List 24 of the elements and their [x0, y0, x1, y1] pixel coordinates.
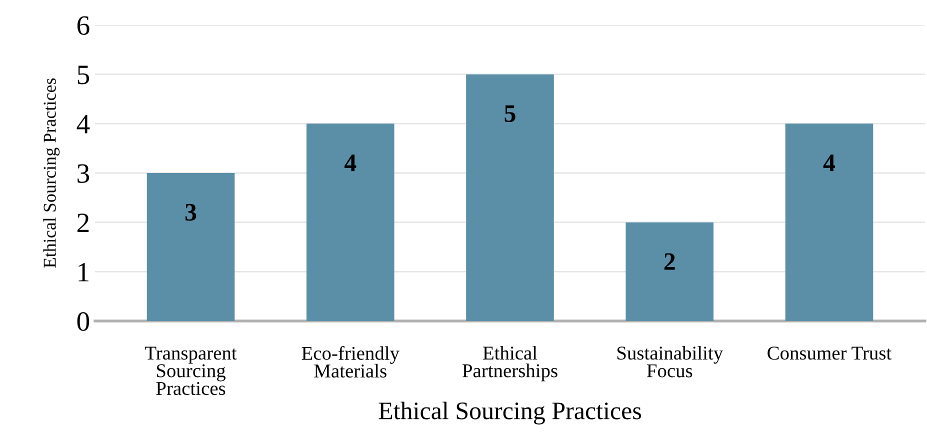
y-tick-label: 6: [77, 16, 90, 35]
y-tick-label: 4: [76, 115, 90, 134]
x-tick-label: Sustainability Focus: [617, 346, 724, 378]
data-label: 3: [185, 204, 196, 221]
bar: [466, 74, 554, 321]
x-tick-label: Consumer Trust: [768, 346, 892, 360]
y-tick-label: 3: [78, 164, 90, 183]
data-label: 5: [504, 105, 516, 122]
y-axis-title: Ethical Sourcing Practices: [43, 78, 60, 268]
x-tick-label: Transparent Sourcing Practices: [145, 346, 237, 396]
data-label: 4: [823, 154, 836, 172]
y-tick-label: 0: [77, 312, 90, 331]
y-tick-label: 5: [78, 66, 90, 84]
bar: [146, 173, 235, 321]
data-label: 4: [344, 154, 356, 172]
data-label: 2: [664, 253, 675, 270]
x-tick-label: Eco-friendly Materials: [302, 346, 400, 378]
bar: [306, 124, 394, 321]
bar: [785, 124, 874, 321]
y-tick-label: 2: [77, 214, 89, 232]
bar: [626, 222, 714, 321]
y-tick-label: 1: [78, 262, 88, 282]
x-axis-title: Ethical Sourcing Practices: [378, 402, 641, 424]
x-tick-label: Ethical Partnerships: [462, 346, 558, 382]
